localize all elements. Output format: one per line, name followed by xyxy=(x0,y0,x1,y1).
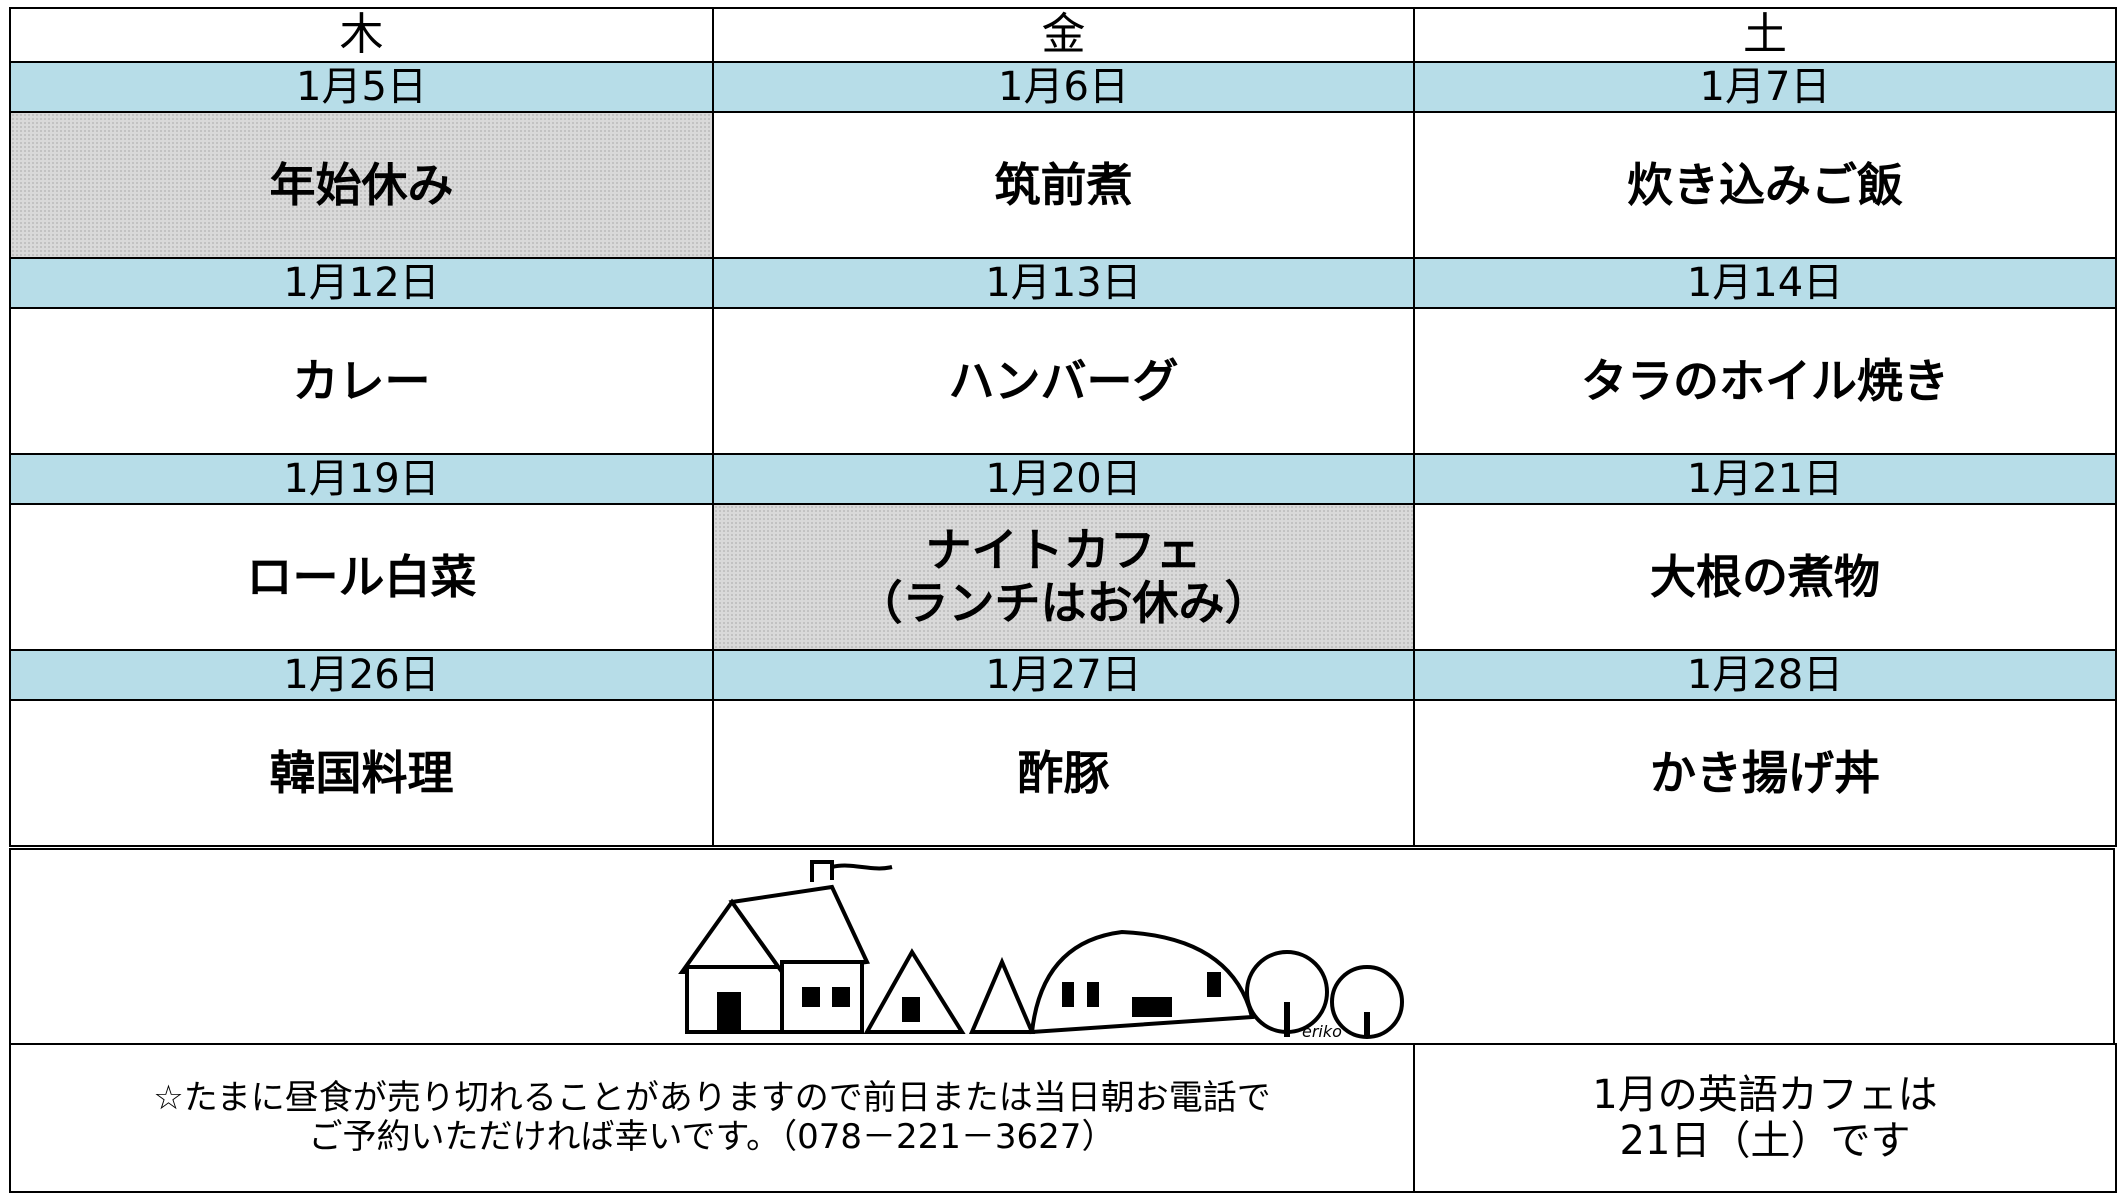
date-label: 1月6日 xyxy=(998,64,1129,110)
signature: eriko xyxy=(1302,1022,1342,1041)
date-cell: 1月19日 xyxy=(9,453,714,505)
date-label: 1月14日 xyxy=(1686,260,1844,306)
day-header: 金 xyxy=(712,7,1415,63)
menu-text: 韓国料理 xyxy=(269,745,454,800)
menu-cell: ハンバーグ xyxy=(712,307,1415,455)
menu-text: かき揚げ丼 xyxy=(1650,745,1880,800)
day-header: 土 xyxy=(1413,7,2117,63)
menu-cell: 炊き込みご飯 xyxy=(1413,111,2117,259)
menu-cell: 酢豚 xyxy=(712,699,1415,847)
menu-text: 年始休み xyxy=(269,157,454,212)
menu-text: 筑前煮 xyxy=(994,157,1133,212)
date-label: 1月5日 xyxy=(296,64,427,110)
date-label: 1月12日 xyxy=(283,260,440,306)
note-cell: ☆たまに昼食が売り切れることがありますので前日または当日朝お電話で ご予約いただけ… xyxy=(9,1043,1415,1193)
menu-text: 酢豚 xyxy=(1017,745,1110,800)
menu-cell: タラのホイル焼き xyxy=(1413,307,2117,455)
menu-text: （ランチはお休み） xyxy=(856,576,1271,630)
houses-illustration: eriko xyxy=(678,859,1404,1041)
menu-cell: 年始休み xyxy=(9,111,714,259)
date-cell: 1月27日 xyxy=(712,649,1415,701)
day-label: 土 xyxy=(1743,8,1787,60)
date-cell: 1月6日 xyxy=(712,61,1415,113)
menu-text: ロール白菜 xyxy=(246,549,477,604)
date-label: 1月13日 xyxy=(985,260,1142,306)
day-header: 木 xyxy=(9,7,714,63)
menu-cell: カレー xyxy=(9,307,714,455)
menu-text: 炊き込みご飯 xyxy=(1627,157,1903,212)
date-label: 1月26日 xyxy=(283,652,440,698)
menu-text: カレー xyxy=(292,353,431,408)
menu-text: ハンバーグ xyxy=(948,353,1179,408)
menu-cell: 大根の煮物 xyxy=(1413,503,2117,651)
menu-cell: 韓国料理 xyxy=(9,699,714,847)
day-label: 木 xyxy=(339,8,384,60)
menu-cell: かき揚げ丼 xyxy=(1413,699,2117,847)
menu-text: タラのホイル焼き xyxy=(1581,353,1949,408)
english-cafe-text: 1月の英語カフェは xyxy=(1592,1072,1938,1118)
date-label: 1月27日 xyxy=(985,652,1142,698)
illustration-cell: eriko xyxy=(9,848,2115,1045)
date-label: 1月7日 xyxy=(1699,64,1831,110)
note-text: ご予約いただければ幸いです。（078－221－3627） xyxy=(308,1117,1116,1157)
menu-text: ナイトカフェ xyxy=(925,523,1202,578)
date-cell: 1月28日 xyxy=(1413,649,2117,701)
date-cell: 1月20日 xyxy=(712,453,1415,505)
date-cell: 1月26日 xyxy=(9,649,714,701)
date-cell: 1月7日 xyxy=(1413,61,2117,113)
date-cell: 1月5日 xyxy=(9,61,714,113)
english-cafe-text: 21日（土）です xyxy=(1619,1118,1911,1164)
menu-cell: 筑前煮 xyxy=(712,111,1415,259)
english-cafe-cell: 1月の英語カフェは 21日（土）です xyxy=(1413,1043,2117,1193)
note-text: ☆たまに昼食が売り切れることがありますので前日または当日朝お電話で xyxy=(153,1077,1271,1118)
date-cell: 1月21日 xyxy=(1413,453,2117,505)
day-label: 金 xyxy=(1041,8,1086,60)
date-label: 1月28日 xyxy=(1686,652,1844,698)
menu-cell: ロール白菜 xyxy=(9,503,714,651)
menu-cell: ナイトカフェ （ランチはお休み） xyxy=(712,503,1415,651)
date-label: 1月20日 xyxy=(985,456,1142,502)
date-cell: 1月14日 xyxy=(1413,257,2117,309)
date-cell: 1月12日 xyxy=(9,257,714,309)
date-label: 1月19日 xyxy=(283,456,440,502)
date-cell: 1月13日 xyxy=(712,257,1415,309)
date-label: 1月21日 xyxy=(1686,456,1844,502)
menu-text: 大根の煮物 xyxy=(1650,549,1880,604)
